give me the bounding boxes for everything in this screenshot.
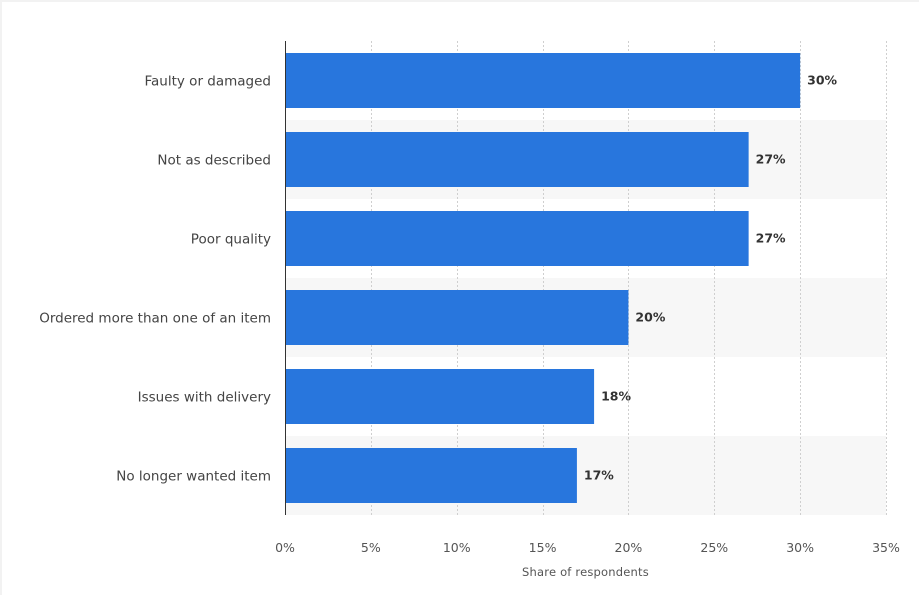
value-label: 17% — [584, 468, 614, 483]
value-label: 30% — [807, 73, 837, 88]
bar[interactable] — [285, 448, 577, 503]
bars — [285, 53, 801, 503]
bar[interactable] — [285, 369, 595, 424]
value-label: 27% — [756, 152, 786, 167]
x-tick-label: 35% — [872, 540, 900, 555]
category-label: Not as described — [157, 153, 271, 169]
gridlines — [371, 41, 887, 515]
bar[interactable] — [285, 290, 629, 345]
category-label: Poor quality — [191, 232, 271, 248]
bar[interactable] — [285, 53, 801, 108]
x-tick-label: 10% — [443, 540, 471, 555]
category-label: No longer wanted item — [116, 469, 271, 485]
x-tick-label: 30% — [786, 540, 814, 555]
category-label: Faulty or damaged — [145, 74, 272, 90]
x-tick-label: 5% — [361, 540, 381, 555]
category-label: Ordered more than one of an item — [39, 311, 271, 327]
x-tick-label: 15% — [529, 540, 557, 555]
category-labels: Faulty or damaged Not as described Poor qu… — [39, 74, 271, 485]
x-tick-label: 0% — [275, 540, 295, 555]
value-label: 20% — [635, 310, 665, 325]
x-tick-label: 20% — [615, 540, 643, 555]
value-label: 27% — [756, 231, 786, 246]
value-labels: 30% 27% 27% 20% 18% 17% — [584, 73, 838, 483]
x-axis-title: Share of respondents — [522, 565, 649, 579]
bar[interactable] — [285, 132, 749, 187]
x-tick-labels: 0% 5% 10% 15% 20% 25% 30% 35% — [275, 540, 900, 555]
value-label: 18% — [601, 389, 631, 404]
category-label: Issues with delivery — [138, 390, 271, 406]
x-tick-label: 25% — [700, 540, 728, 555]
bar[interactable] — [285, 211, 749, 266]
